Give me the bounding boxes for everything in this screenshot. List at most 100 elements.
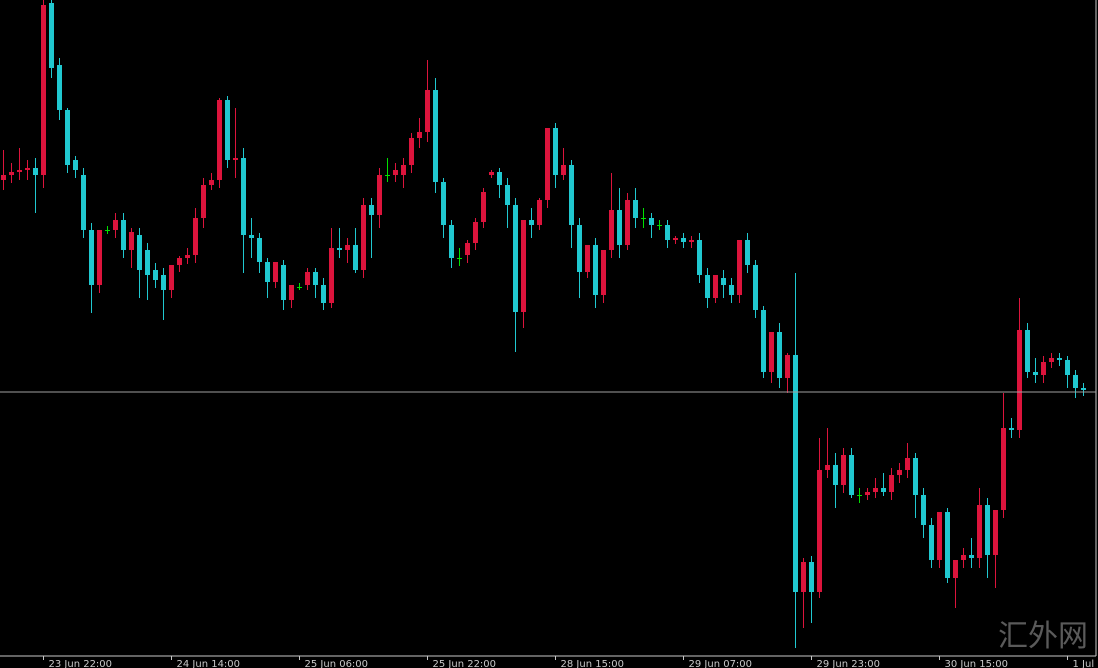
x-tick-label: 25 Jun 22:00 [433,659,497,668]
candle-body [177,258,182,265]
candle-body [297,287,302,288]
candle-body [121,220,126,250]
candle-body [897,470,902,475]
candle-body [537,200,542,225]
candle-body [761,310,766,372]
candle-body [905,458,910,470]
candle-body [777,332,782,378]
candle-body [225,100,230,160]
x-tick-label: 25 Jun 06:00 [305,659,369,668]
candle-body [9,172,14,175]
candle-body [425,90,430,132]
candle-body [1033,372,1038,375]
candle-body [1049,358,1054,362]
candle-body [721,278,726,285]
candle-body [889,475,894,492]
x-tick-label: 29 Jun 23:00 [817,659,881,668]
candle-body [577,225,582,272]
candle-body [793,355,798,592]
candle-body [849,455,854,495]
candle-body [993,510,998,555]
candle-body [665,225,670,240]
candle-body [233,158,238,160]
candle-body [361,205,366,270]
candle-body [649,218,654,225]
candle-body [241,158,246,235]
candle-body [369,205,374,215]
candle-body [49,3,54,68]
candle-body [705,275,710,298]
candle-body [497,172,502,185]
candle-body [209,180,214,185]
candle-body [193,218,198,255]
candles [1,0,1086,648]
candle-body [409,138,414,165]
candle-body [585,245,590,272]
candle-body [441,182,446,225]
candle-body [273,262,278,282]
candle-body [169,265,174,290]
candle-body [185,255,190,258]
candle-body [113,220,118,230]
candle-body [265,262,270,282]
x-tick-label: 30 Jun 15:00 [945,659,1009,668]
candle-body [73,160,78,170]
x-tick-label: 29 Jun 07:00 [689,659,753,668]
candle-body [985,505,990,555]
candle-body [817,470,822,592]
candle-body [609,210,614,250]
candle-body [785,355,790,378]
candle-body [393,170,398,175]
candle-body [1081,388,1086,390]
candle-body [313,272,318,285]
candle-body [513,205,518,312]
candle-body [569,165,574,225]
candle-body [89,230,94,285]
candle-body [625,200,630,245]
candle-body [345,245,350,250]
candle-body [41,5,46,175]
candle-body [257,238,262,262]
candle-body [873,488,878,492]
candle-body [201,185,206,218]
candle-body [1073,375,1078,388]
candle-body [1009,428,1014,430]
candle-body [545,128,550,200]
candle-body [617,210,622,245]
candle-body [281,265,286,300]
candle-body [841,455,846,485]
candle-body [745,240,750,265]
x-tick-label: 1 Jul [1073,659,1095,668]
candle-body [433,90,438,182]
candle-body [57,65,62,110]
candle-body [857,495,862,496]
candle-body [937,512,942,560]
candle-body [641,218,646,219]
candle-body [377,175,382,215]
candle-body [1001,428,1006,510]
candle-body [353,245,358,270]
candle-body [881,488,886,492]
candle-body [921,495,926,525]
candle-body [129,232,134,250]
candle-body [249,235,254,238]
candle-body [929,525,934,560]
candle-body [697,240,702,275]
candle-body [137,235,142,270]
candle-body [833,465,838,485]
candle-body [97,230,102,285]
candle-body [1041,362,1046,375]
candle-body [1,175,6,180]
candle-body [753,265,758,310]
candle-body [593,245,598,295]
candle-body [81,175,86,230]
candle-body [337,248,342,250]
candle-body [801,562,806,592]
candle-body [945,512,950,578]
candle-body [729,285,734,295]
candle-body [553,128,558,175]
candle-body [673,238,678,240]
